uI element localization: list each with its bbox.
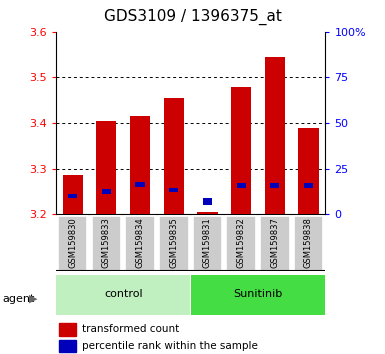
Bar: [191, 275, 325, 315]
Bar: [192, 216, 222, 271]
Bar: [304, 183, 313, 188]
Bar: [197, 212, 218, 214]
Bar: [92, 216, 121, 271]
Text: GSM159830: GSM159830: [68, 217, 77, 268]
Text: ▶: ▶: [29, 294, 37, 304]
Text: agent: agent: [2, 294, 34, 304]
Bar: [62, 176, 83, 214]
Text: GSM159835: GSM159835: [169, 217, 178, 268]
Bar: [96, 121, 116, 214]
Bar: [159, 216, 189, 271]
Bar: [164, 98, 184, 214]
Text: percentile rank within the sample: percentile rank within the sample: [82, 341, 258, 351]
Bar: [294, 216, 323, 271]
Text: Sunitinib: Sunitinib: [233, 289, 283, 299]
Text: GSM159831: GSM159831: [203, 217, 212, 268]
Bar: [265, 57, 285, 214]
Text: GSM159838: GSM159838: [304, 217, 313, 268]
Text: GSM159834: GSM159834: [136, 217, 144, 268]
Bar: [59, 323, 76, 336]
Bar: [102, 189, 111, 194]
Text: control: control: [104, 289, 142, 299]
Bar: [136, 182, 145, 187]
Bar: [203, 198, 212, 205]
Text: GSM159837: GSM159837: [270, 217, 279, 268]
Bar: [59, 339, 76, 352]
Bar: [130, 116, 150, 214]
Bar: [226, 216, 256, 271]
Bar: [236, 183, 246, 188]
Bar: [57, 275, 190, 315]
Text: transformed count: transformed count: [82, 324, 179, 334]
Text: GSM159832: GSM159832: [237, 217, 246, 268]
Bar: [270, 183, 280, 188]
Bar: [231, 86, 251, 214]
Text: GDS3109 / 1396375_at: GDS3109 / 1396375_at: [104, 9, 281, 25]
Bar: [169, 188, 178, 192]
Bar: [58, 216, 87, 271]
Text: GSM159833: GSM159833: [102, 217, 111, 268]
Bar: [260, 216, 290, 271]
Bar: [298, 127, 318, 214]
Bar: [68, 194, 77, 198]
Bar: [125, 216, 155, 271]
